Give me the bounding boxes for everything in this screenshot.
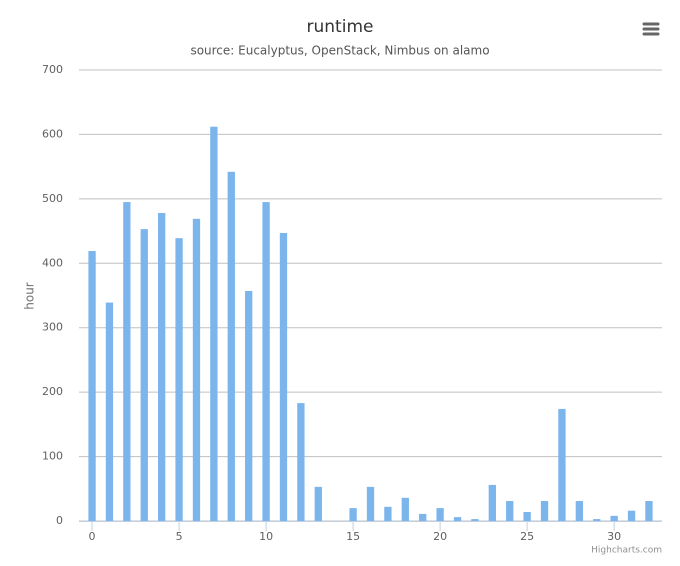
bar bbox=[506, 501, 514, 521]
bar bbox=[210, 126, 218, 521]
x-tick-label: 10 bbox=[259, 530, 273, 543]
bar bbox=[436, 508, 444, 521]
y-tick-label: 300 bbox=[42, 321, 63, 334]
y-tick-label: 500 bbox=[42, 192, 63, 205]
bar bbox=[453, 517, 462, 521]
y-tick-label: 400 bbox=[42, 256, 63, 269]
menu-button[interactable] bbox=[642, 22, 660, 36]
y-tick-label: 600 bbox=[42, 127, 63, 140]
bar bbox=[471, 519, 479, 521]
bar bbox=[158, 213, 166, 521]
bar bbox=[540, 501, 549, 521]
y-axis-label: hour bbox=[23, 282, 37, 310]
y-tick-label: 0 bbox=[56, 514, 63, 527]
bar bbox=[488, 484, 496, 521]
bar bbox=[297, 403, 305, 521]
bar bbox=[314, 486, 322, 521]
bar bbox=[366, 486, 375, 521]
x-tick-label: 25 bbox=[520, 530, 534, 543]
bar bbox=[105, 302, 114, 521]
bar bbox=[401, 497, 409, 521]
bar bbox=[245, 290, 253, 521]
bar bbox=[140, 229, 148, 522]
bar bbox=[558, 408, 566, 521]
x-tick-label: 0 bbox=[89, 530, 96, 543]
bar bbox=[645, 501, 653, 521]
bar bbox=[610, 515, 618, 521]
bar bbox=[593, 519, 601, 521]
y-tick-label: 100 bbox=[42, 450, 63, 463]
x-tick-label: 30 bbox=[607, 530, 621, 543]
bar bbox=[419, 513, 427, 521]
chart-subtitle: source: Eucalyptus, OpenStack, Nimbus on… bbox=[190, 44, 489, 58]
x-tick-label: 15 bbox=[346, 530, 360, 543]
bar bbox=[575, 501, 583, 521]
bar bbox=[627, 510, 636, 521]
bar bbox=[192, 218, 201, 521]
credits: Highcharts.com bbox=[591, 546, 662, 556]
y-tick-label: 700 bbox=[42, 63, 63, 76]
bar bbox=[175, 238, 183, 521]
bar bbox=[227, 171, 235, 521]
chart-title: runtime bbox=[307, 17, 374, 37]
x-tick-label: 20 bbox=[433, 530, 447, 543]
bar bbox=[349, 508, 357, 521]
bar bbox=[262, 202, 270, 522]
bar bbox=[123, 202, 131, 522]
y-tick-label: 200 bbox=[42, 385, 63, 398]
bar bbox=[279, 233, 288, 522]
bar bbox=[88, 251, 96, 521]
x-tick-label: 5 bbox=[176, 530, 183, 543]
bar bbox=[523, 511, 531, 521]
bar bbox=[384, 506, 392, 521]
